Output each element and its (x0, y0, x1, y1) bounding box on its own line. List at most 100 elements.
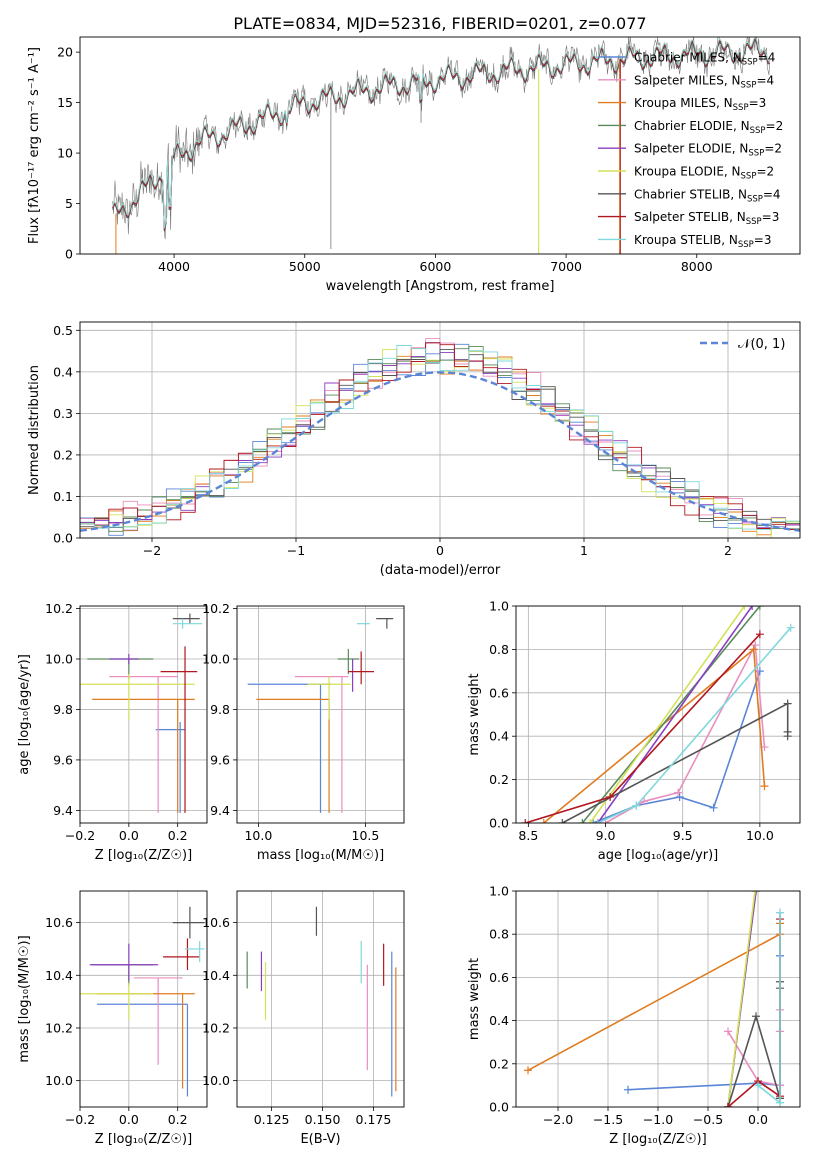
weight-marker (776, 908, 784, 917)
data-point (172, 906, 205, 939)
y-tick-label: 0.8 (489, 927, 509, 942)
weight-line (727, 891, 756, 1107)
weight-series (589, 667, 764, 823)
weight-marker (755, 630, 764, 639)
axes-frame (236, 890, 405, 1108)
weight-marker (755, 606, 764, 610)
weight-marker (589, 819, 598, 823)
weight-marker (632, 801, 641, 810)
x-tick-label: 8.5 (518, 828, 538, 843)
panel-mass_weight_vs_Z: −2.0 −1.5 −1.0 −0.5 0.0 0.0 0.2 0.4 0.6 0.8 1.0 Z [… (467, 884, 801, 1147)
data-point (133, 977, 183, 1065)
weight-series (593, 623, 795, 823)
data-point (109, 653, 139, 665)
legend-entry: Kroupa MILES, NSSP=3 (634, 96, 766, 113)
y-tick-label: 9.4 (210, 803, 230, 818)
y-tick-label: 0.0 (489, 816, 509, 831)
weight-line (727, 919, 781, 1107)
y-tick-label: 9.6 (210, 752, 230, 767)
legend-entry: Salpeter MILES, NSSP=4 (634, 73, 774, 90)
y-tick-label: 10.2 (45, 1020, 73, 1035)
x-tick-label: 2 (724, 543, 732, 558)
data-point (256, 698, 330, 813)
x-tick-label: −0.5 (693, 1112, 723, 1127)
legend-entry: Chabrier STELIB, NSSP=4 (634, 187, 781, 204)
weight-marker (752, 891, 760, 895)
x-tick-label: 9.0 (596, 828, 616, 843)
y-tick-label: 0.4 (489, 729, 509, 744)
y-axis-label: Flux [fλ10⁻¹⁷ erg cm⁻² s⁻¹ A⁻¹] (27, 47, 42, 244)
weight-line (589, 606, 746, 823)
plot-area (80, 906, 205, 1097)
weight-series (724, 977, 784, 1107)
x-tick-label: 8000 (681, 259, 713, 274)
weight-marker (675, 792, 684, 801)
y-tick-label: 10.2 (202, 601, 230, 616)
data-point (163, 938, 200, 971)
y-tick-label: 15 (57, 95, 73, 110)
weight-marker (760, 782, 769, 791)
panel-residuals: −2 −1 0 1 2 0.0 0.1 0.2 0.3 0.4 0.5 (data-model)/er… (27, 321, 801, 578)
plot-area (80, 338, 800, 538)
y-tick-label: 10.2 (45, 601, 73, 616)
legend-entry: Salpeter STELIB, NSSP=3 (634, 210, 779, 227)
y-tick-label: 0.6 (489, 685, 509, 700)
axes-frame (515, 605, 801, 824)
x-tick-label: 5000 (289, 259, 321, 274)
y-tick-label: 10.4 (202, 968, 230, 983)
panel-mass_vs_Z: −0.2 0.0 0.2 10.0 10.2 10.4 10.6 Z [log₁₀(Z/Z☉)… (17, 890, 208, 1147)
weight-line (592, 670, 761, 823)
weight-marker (624, 1085, 632, 1094)
data-point (109, 676, 178, 813)
figure-title: PLATE=0834, MJD=52316, FIBERID=0201, z=0… (233, 14, 646, 33)
weight-marker (724, 1103, 732, 1107)
axes-frame (79, 36, 801, 255)
weight-marker (752, 1012, 760, 1021)
x-tick-label: −2 (143, 543, 161, 558)
legend-entry: Chabrier MILES, NSSP=4 (634, 51, 775, 68)
x-tick-label: 10.0 (746, 828, 774, 843)
data-point (80, 674, 195, 720)
legend-entry: Chabrier ELODIE, NSSP=2 (634, 119, 783, 136)
panel-spectrum: 4000 5000 6000 7000 8000 0 5 10 15 20 wavelength [… (27, 36, 801, 294)
y-tick-label: 0.2 (489, 772, 509, 787)
data-point (307, 676, 351, 720)
y-tick-label: 0.3 (53, 406, 73, 421)
weight-marker (578, 819, 587, 823)
weight-series (624, 951, 784, 1094)
x-tick-label: 0.2 (168, 1112, 188, 1127)
weight-series (754, 908, 784, 1107)
y-tick-label: 0.6 (489, 970, 509, 985)
x-tick-label: 0.175 (356, 1112, 392, 1127)
x-tick-label: 10.5 (352, 828, 380, 843)
weight-marker (593, 819, 602, 823)
x-tick-label: 0.2 (168, 828, 188, 843)
legend-entry: Kroupa ELODIE, NSSP=2 (634, 165, 774, 182)
axes-frame (79, 321, 801, 539)
weight-marker (783, 732, 792, 741)
weight-marker (521, 819, 530, 823)
axes-frame (515, 890, 801, 1108)
weight-marker (751, 641, 760, 650)
data-point (92, 698, 195, 813)
weight-marker (606, 792, 615, 801)
y-tick-label: 5 (65, 196, 73, 211)
x-tick-label: 1 (580, 543, 588, 558)
y-tick-label: 10.0 (45, 651, 73, 666)
x-axis-label: Z [log₁₀(Z/Z☉)] (95, 848, 192, 863)
y-tick-label: 0.5 (53, 323, 73, 338)
y-tick-label: 10.0 (202, 651, 230, 666)
data-point (348, 651, 375, 685)
plot-area (246, 906, 397, 1097)
x-tick-label: −1.0 (643, 1112, 673, 1127)
x-tick-label: −1 (287, 543, 305, 558)
weight-marker (754, 1081, 762, 1090)
weight-marker (749, 645, 758, 654)
data-point (89, 943, 159, 981)
weight-marker (524, 1066, 532, 1075)
weight-marker (748, 606, 757, 610)
y-tick-label: 10 (57, 146, 73, 161)
plot-area (524, 891, 784, 1107)
y-tick-label: 9.8 (53, 702, 73, 717)
y-tick-label: 9.6 (53, 752, 73, 767)
